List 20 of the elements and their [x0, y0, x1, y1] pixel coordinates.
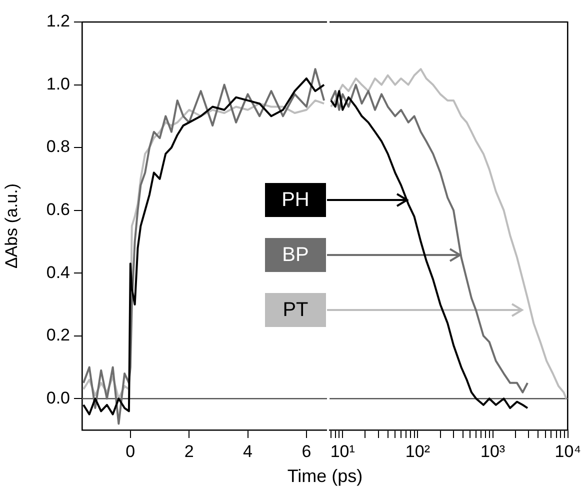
x-tick-label: 0: [126, 442, 136, 461]
x-tick-label: 6: [302, 442, 312, 461]
y-tick-label: 0.0: [46, 388, 70, 408]
y-tick-label: 0.4: [46, 262, 70, 282]
y-tick-label: 0.2: [46, 326, 70, 345]
text: PT: [265, 293, 326, 327]
x-tick-label: 10²: [405, 442, 430, 461]
y-tick-label: 0.8: [46, 137, 70, 156]
x-tick-label: 4: [243, 442, 253, 461]
x-tick-label: 10³: [480, 442, 506, 461]
y-tick-label: 1.2: [46, 12, 70, 31]
y-tick-label: 0.6: [46, 200, 70, 219]
y-axis-title: ΔAbs (a.u.): [2, 183, 21, 269]
x-tick-label: 10¹: [330, 442, 356, 461]
y-tick-label: 1.0: [46, 74, 70, 94]
legend-label: PH: [265, 183, 326, 217]
x-axis-title: Time (ps): [286, 466, 364, 487]
x-tick-label: 2: [184, 442, 194, 461]
text: BP: [265, 238, 326, 272]
x-tick-label: 10⁴: [554, 442, 581, 461]
